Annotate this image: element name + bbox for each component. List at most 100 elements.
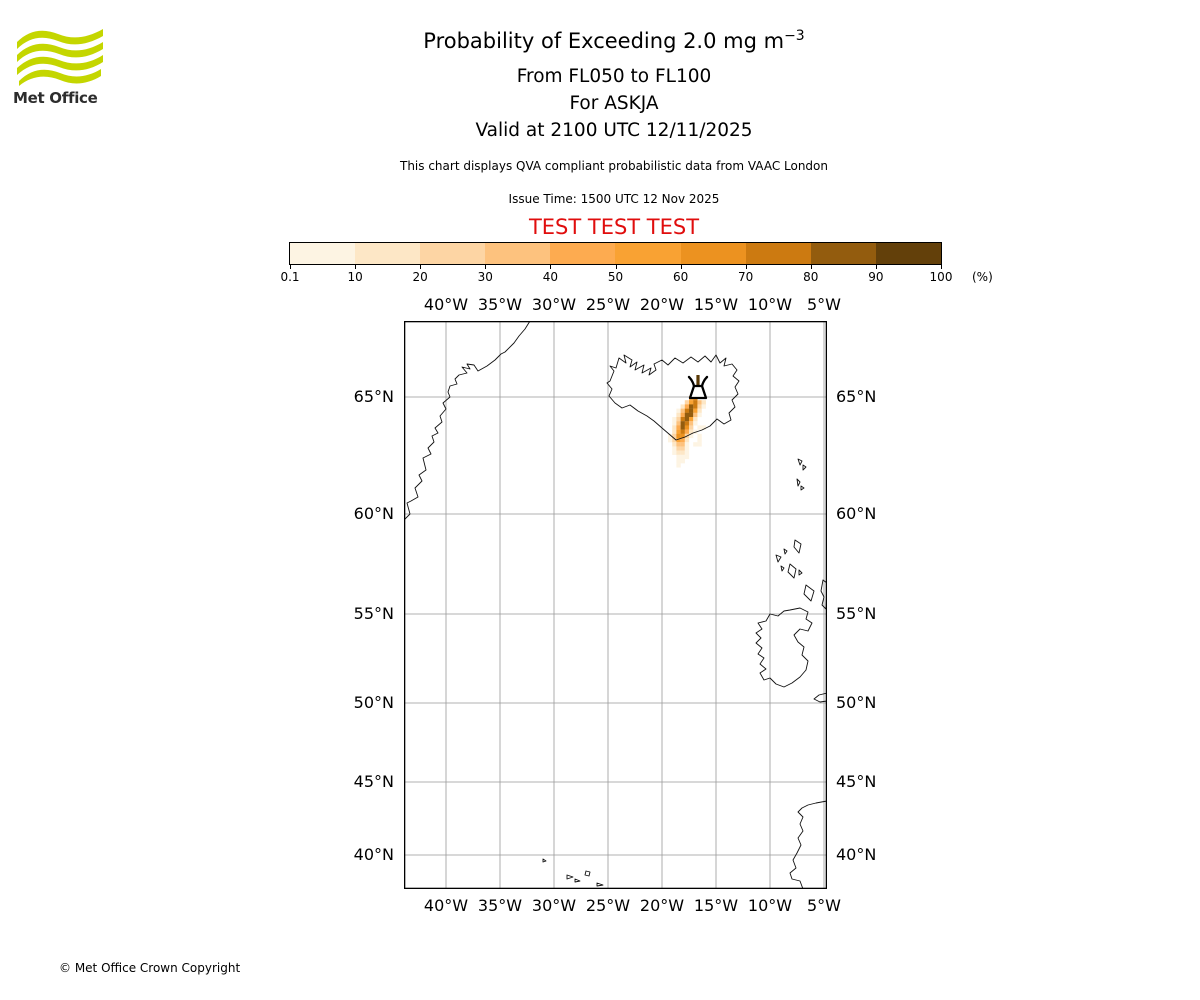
plume-cell	[680, 442, 685, 447]
issue-time: Issue Time: 1500 UTC 12 Nov 2025	[508, 192, 720, 206]
plume-cell	[672, 417, 677, 422]
plume-cell	[676, 412, 681, 418]
ash-probability-plume	[668, 396, 706, 468]
title-main: Probability of Exceeding 2.0 mg m	[423, 29, 785, 53]
colorbar-tick-label: 40	[542, 270, 559, 284]
plume-cell	[676, 421, 681, 426]
colorbar-segment	[615, 243, 681, 264]
colorbar-segments	[289, 242, 942, 265]
colorbar-tick-label: 10	[347, 270, 363, 284]
colorbar-tick-label: 90	[868, 270, 884, 284]
colorbar-segment	[550, 243, 616, 264]
plume-cell	[684, 446, 690, 451]
plume-cell	[680, 446, 685, 451]
coastline-greenland	[404, 321, 531, 521]
plume-cell	[676, 454, 681, 460]
plume-cell	[672, 450, 677, 455]
colorbar-tick-label: 80	[803, 270, 819, 284]
colorbar-tick	[680, 265, 682, 269]
lat-label-left: 60°N	[353, 504, 394, 523]
met-office-logo: Met Office	[13, 26, 113, 112]
plume-cell	[697, 433, 702, 439]
lat-label-right: 40°N	[836, 845, 877, 864]
plume-cell	[689, 429, 694, 434]
plume-cell	[684, 404, 690, 409]
plume-cell	[680, 408, 685, 413]
colorbar-tick	[875, 265, 877, 269]
lon-label-bottom: 5°W	[807, 896, 841, 915]
qva-disclaimer: This chart displays QVA compliant probab…	[400, 159, 828, 173]
plume-cell	[689, 433, 694, 439]
colorbar-tick	[745, 265, 747, 269]
lon-label-top: 25°W	[585, 295, 631, 314]
plume-cell	[676, 429, 681, 434]
map-frame	[404, 321, 827, 889]
plume-cell	[672, 421, 677, 426]
colorbar-tick	[615, 265, 617, 269]
colorbar-tick	[941, 265, 942, 269]
colorbar-tick-label: 70	[738, 270, 754, 284]
plume-cell	[689, 417, 694, 422]
lon-label-bottom: 40°W	[423, 896, 469, 915]
colorbar-segment	[875, 243, 941, 264]
plume-cell	[668, 433, 673, 439]
plume-cell	[672, 429, 677, 434]
plume-cell	[697, 438, 702, 443]
lon-label-bottom: 30°W	[531, 896, 577, 915]
colorbar-tick	[810, 265, 812, 269]
logo-wave-group	[17, 29, 103, 86]
coastline-brittany-fragment	[813, 692, 827, 703]
colorbar-tick	[420, 265, 422, 269]
logo-brand-text: Met Office	[13, 89, 98, 107]
lat-label-left: 40°N	[353, 845, 394, 864]
copyright-notice: © Met Office Crown Copyright	[59, 961, 241, 975]
plume-cell	[684, 425, 690, 430]
plume-cell	[693, 400, 698, 405]
plume-cell	[684, 417, 690, 422]
plume-cell	[672, 446, 677, 451]
coastline-hebrides	[775, 539, 827, 610]
plume-cell	[672, 433, 677, 439]
colorbar-segment	[680, 243, 746, 264]
colorbar-segment	[420, 243, 486, 264]
plume-cell	[676, 442, 681, 447]
lat-label-left: 50°N	[353, 693, 394, 712]
lat-label-right: 45°N	[836, 772, 877, 791]
plume-cell	[697, 404, 702, 409]
page-title: Probability of Exceeding 2.0 mg m−3	[28, 28, 1200, 53]
plume-cell	[693, 404, 698, 409]
lon-label-top: 5°W	[807, 295, 841, 314]
plume-cell	[697, 400, 702, 405]
lat-label-right: 50°N	[836, 693, 877, 712]
lon-label-top: 20°W	[639, 295, 685, 314]
plume-cell	[680, 421, 685, 426]
plume-cell	[676, 417, 681, 422]
lat-label-right: 60°N	[836, 504, 877, 523]
subtitle-volcano: For ASKJA	[569, 93, 659, 114]
plume-cell	[684, 400, 690, 405]
plume-cell	[672, 425, 677, 430]
colorbar-tick-label: 0.1	[280, 270, 300, 284]
plume-cell	[684, 408, 690, 413]
colorbar-segment	[290, 243, 356, 264]
title-exponent: −3	[784, 28, 805, 44]
lon-label-bottom: 35°W	[477, 896, 523, 915]
colorbar-tick-label: 60	[672, 270, 689, 284]
plume-cell	[693, 417, 698, 422]
plume-cell	[680, 417, 685, 422]
plume-cell	[680, 404, 685, 409]
lon-label-top: 35°W	[477, 295, 523, 314]
plume-cell	[680, 412, 685, 418]
plume-cell	[680, 433, 685, 439]
plume-cell	[697, 412, 702, 418]
plume-cell	[680, 429, 685, 434]
plume-cell	[672, 438, 677, 443]
plume-cell	[676, 425, 681, 430]
coastline-faroe-islands	[796, 458, 807, 491]
lat-label-left: 65°N	[353, 387, 394, 406]
plume-cell	[697, 425, 706, 430]
lat-label-right: 65°N	[836, 387, 877, 406]
plume-cell	[668, 438, 673, 443]
lon-label-top: 10°W	[747, 295, 793, 314]
